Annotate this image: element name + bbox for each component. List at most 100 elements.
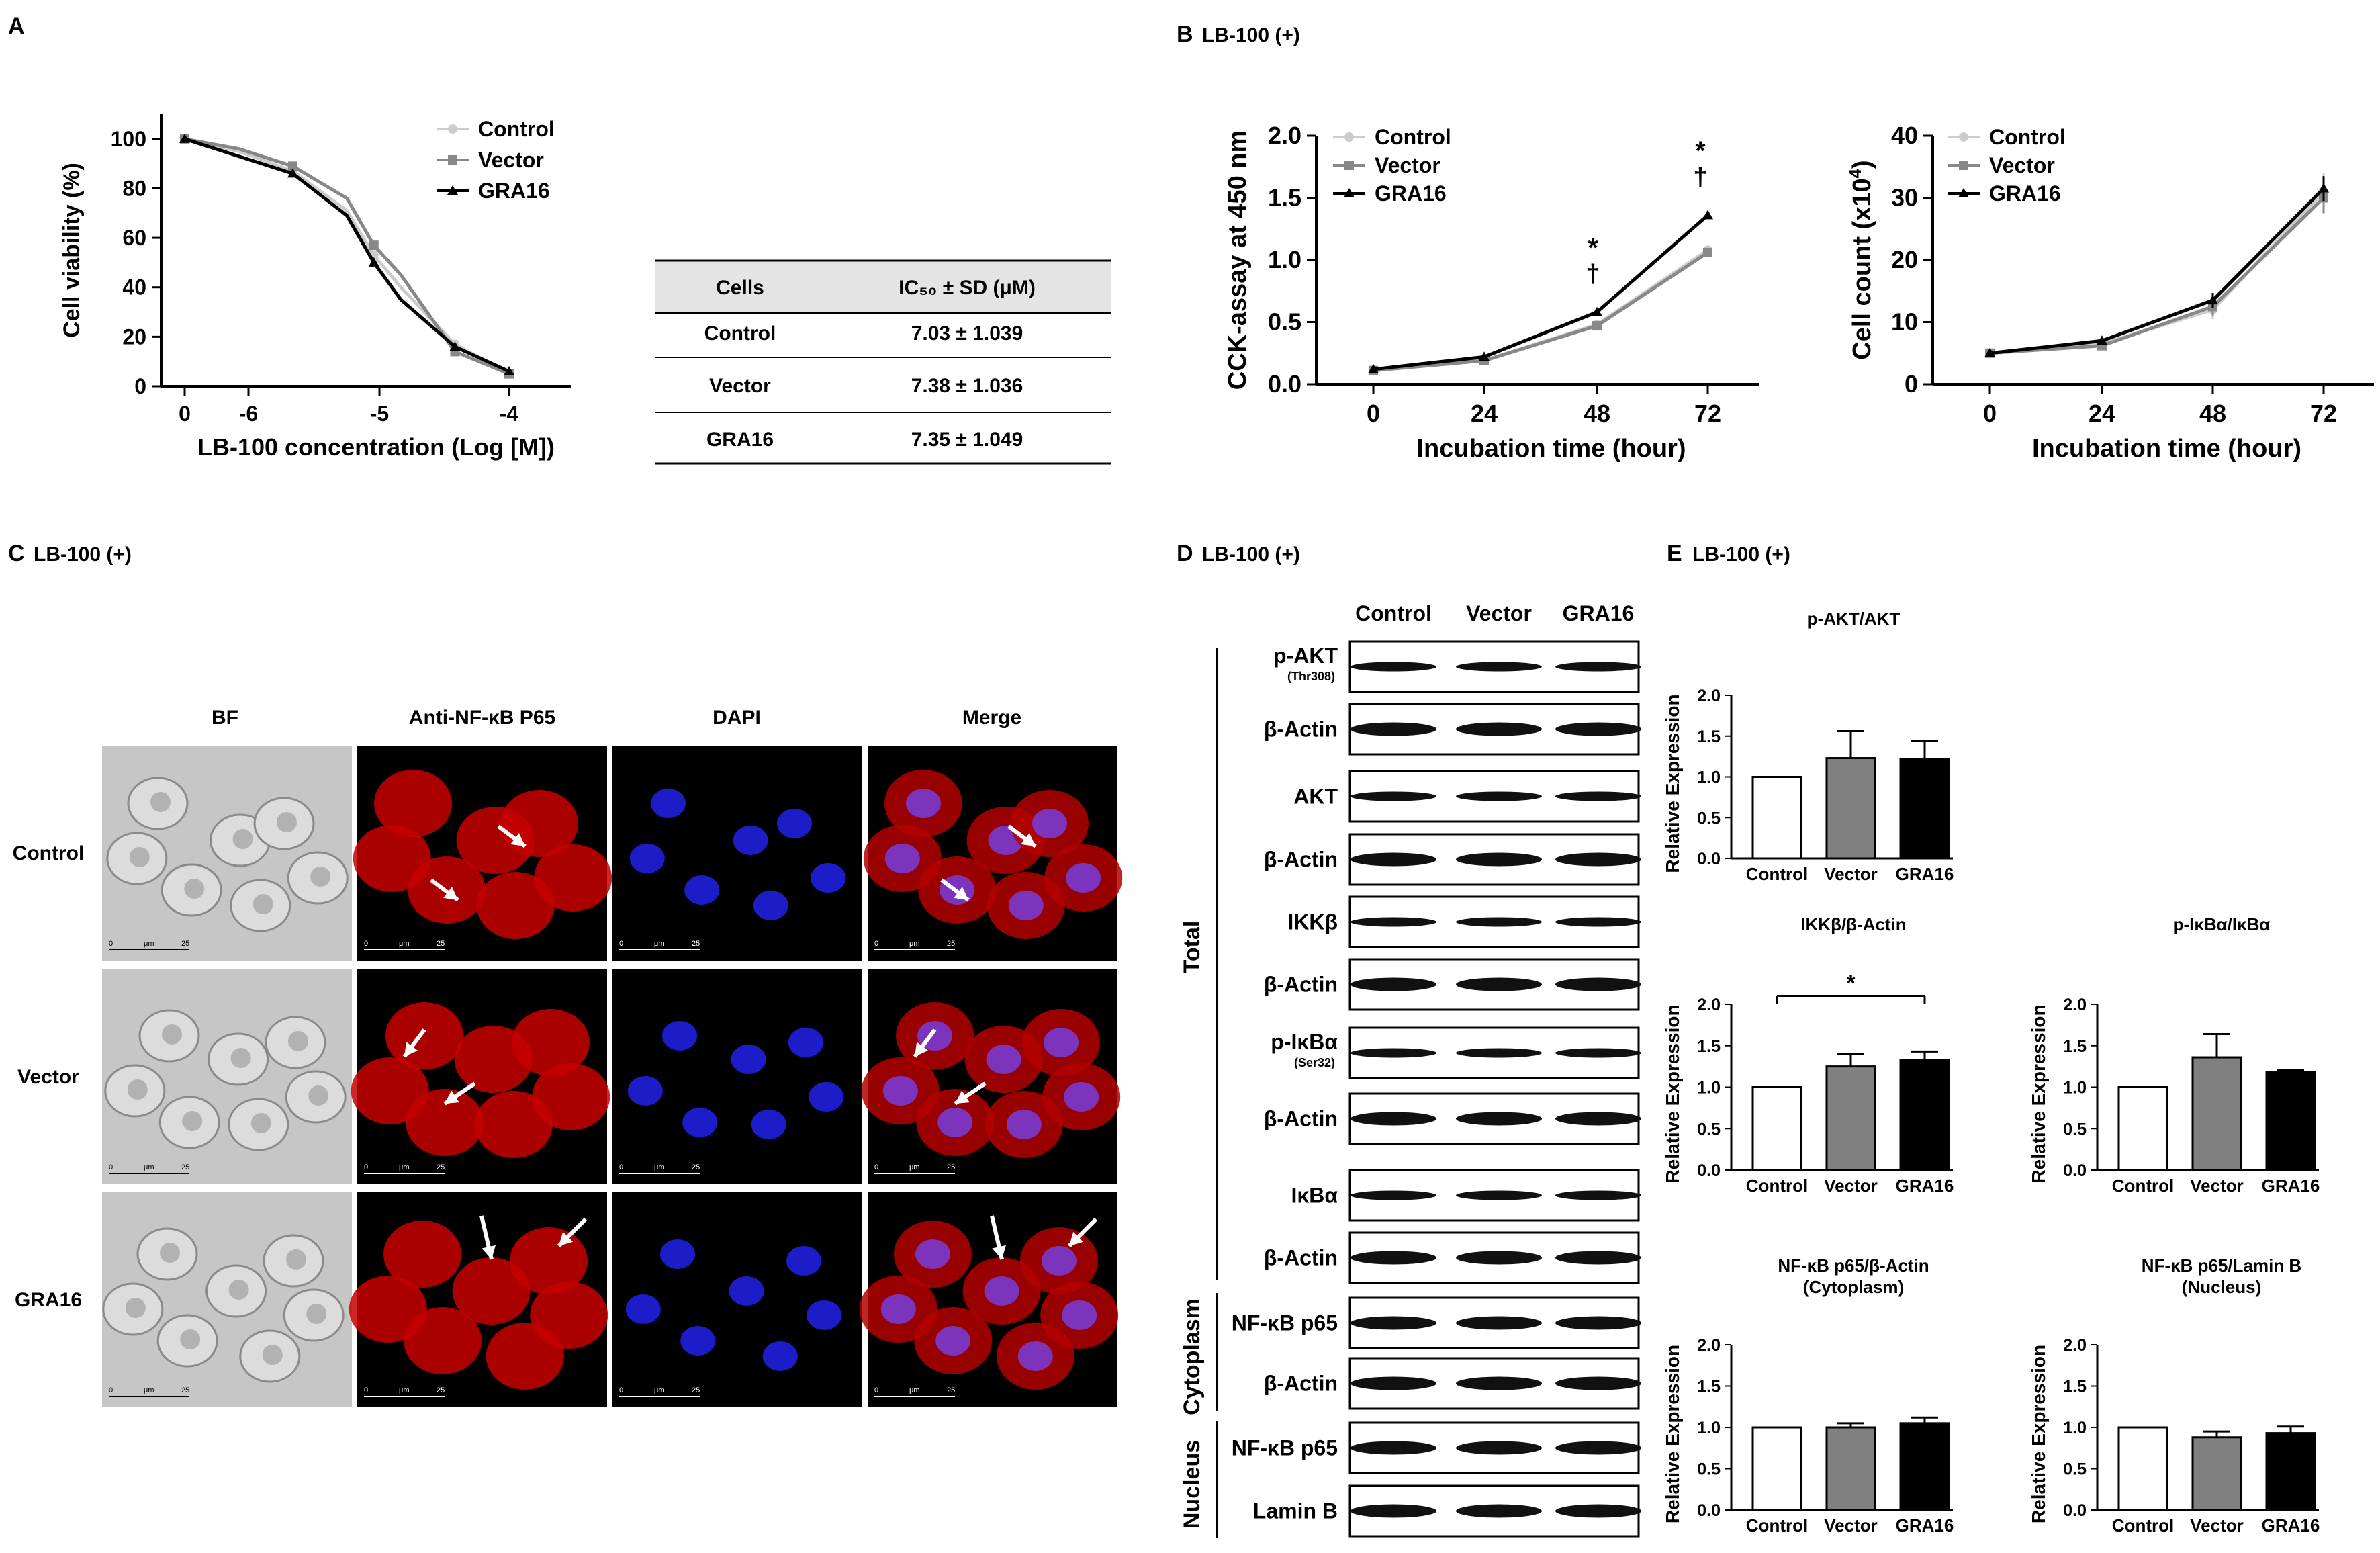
scale-label: 0 <box>619 940 623 948</box>
merge-nucleus <box>937 1108 973 1137</box>
panel-letter-a: A <box>8 13 25 39</box>
y-axis-label-exponent: 4 <box>1845 168 1865 178</box>
x-tick-label: 0 <box>1367 400 1380 427</box>
x-tick-label: Vector <box>1824 1515 1878 1536</box>
lane-label: GRA16 <box>1563 601 1635 625</box>
p65-cell <box>532 1063 610 1130</box>
arrow-head <box>510 832 525 846</box>
blot-label: β-Actin <box>1264 1107 1338 1131</box>
significance-star: * <box>1695 136 1706 166</box>
scale-label: 25 <box>947 1163 955 1171</box>
point-marker <box>1959 161 1968 170</box>
p65-cell <box>476 872 555 939</box>
scale-label: 25 <box>692 1163 700 1171</box>
merge-nucleus <box>935 1326 971 1356</box>
bf-nucleus <box>129 847 150 867</box>
y-tick-label: 40 <box>1891 122 1918 149</box>
group-label: Nucleus <box>1179 1440 1205 1529</box>
merge-nucleus <box>880 1294 916 1324</box>
point-marker <box>1984 347 1995 357</box>
point-marker <box>448 124 457 134</box>
dapi-nucleus <box>662 1021 697 1051</box>
merge-nucleus <box>1044 1028 1079 1057</box>
x-tick-label: -4 <box>500 402 519 426</box>
bar-control <box>1751 776 1802 860</box>
blot-band <box>1555 1441 1641 1455</box>
lane-label: Vector <box>1466 601 1532 625</box>
legend-label: Vector <box>1989 153 2055 177</box>
significance-star: * <box>1846 971 1856 996</box>
table-cell: Vector <box>709 375 771 397</box>
blot-band <box>1456 1048 1542 1058</box>
merge-nucleus <box>984 1276 1019 1306</box>
scale-label: 0 <box>109 1163 113 1171</box>
scale-label: μm <box>909 1163 920 1171</box>
scale-label: 0 <box>619 1163 623 1171</box>
blot-band <box>1351 1251 1436 1265</box>
blot-label: p-AKT <box>1273 644 1338 668</box>
scale-label: μm <box>144 1163 154 1171</box>
point-marker <box>449 341 461 351</box>
scale-label: μm <box>654 1386 665 1394</box>
blot-band <box>1351 662 1436 672</box>
microscopy-column-label: DAPI <box>713 707 761 729</box>
blot-band <box>1456 791 1542 801</box>
scale-label: 25 <box>437 1163 445 1171</box>
microscopy-column-label: Anti-NF-κB P65 <box>409 707 555 729</box>
microscopy-row-label: GRA16 <box>15 1289 82 1311</box>
x-tick-label: Control <box>2112 1175 2174 1196</box>
y-tick-label: 2.0 <box>1268 122 1301 149</box>
x-tick-label: GRA16 <box>1896 1175 1954 1196</box>
y-tick-label: 60 <box>122 226 146 250</box>
x-tick-label: Vector <box>2190 1515 2244 1536</box>
chart-cck-assay: 0.0 0.5 1.0 1.5 2.0 0 24 48 72 Incubation time (h… <box>1224 122 1759 463</box>
blot-label: NF-κB p65 <box>1232 1436 1338 1460</box>
blot-band <box>1456 722 1542 736</box>
chart-ikkb-actin: 0.0 0.5 1.0 1.5 2.0 Relative Expression Contro… <box>1662 914 1954 1196</box>
y-tick-label: 1.0 <box>2063 1419 2087 1437</box>
x-tick-label: 72 <box>1694 400 1721 427</box>
point-marker <box>1368 363 1379 373</box>
y-tick-label: 2.0 <box>1697 686 1721 705</box>
y-tick-label: 2.0 <box>2063 995 2087 1014</box>
blot-band <box>1555 722 1641 736</box>
chart-title: IKKβ/β-Actin <box>1800 914 1906 934</box>
scale-label: 0 <box>364 940 368 948</box>
blot-label: β-Actin <box>1264 848 1338 872</box>
arrow-head <box>1021 832 1036 846</box>
y-tick-label: 1.0 <box>1697 1079 1721 1098</box>
chart-pakt-akt: 0.0 0.5 1.0 1.5 2.0 Relative Expression Contro… <box>1662 609 1954 884</box>
legend-label: Control <box>1375 125 1451 149</box>
x-tick-label: 48 <box>1584 400 1610 427</box>
legend-label: Vector <box>1375 153 1440 177</box>
blot-band <box>1456 1504 1542 1518</box>
merge-nucleus <box>884 844 920 873</box>
x-tick-label: 0 <box>1983 400 1997 427</box>
scale-label: 0 <box>874 1163 878 1171</box>
blot-band <box>1456 1376 1542 1390</box>
x-tick-label: Vector <box>1824 1175 1878 1196</box>
blot-band <box>1456 1190 1542 1200</box>
p65-cell <box>512 1009 590 1076</box>
table-header-bg <box>655 261 1111 313</box>
blot-band <box>1351 1048 1436 1058</box>
chart-p65-cytoplasm: 0.0 0.5 1.0 1.5 2.0 Relative Expression Contro… <box>1662 1255 1954 1536</box>
y-axis-label: Cell count (x104) <box>1845 160 1876 359</box>
arrow-head <box>443 886 458 900</box>
point-marker <box>1344 132 1354 142</box>
series-line-vector <box>1989 196 2325 355</box>
scale-label: 25 <box>181 940 189 948</box>
blot-label: p-IκBα <box>1271 1030 1338 1054</box>
scale-label: μm <box>654 940 665 948</box>
blot-label: Lamin B <box>1253 1499 1338 1523</box>
merge-nucleus <box>986 1045 1021 1074</box>
point-marker <box>2207 295 2218 305</box>
scale-label: 25 <box>692 1386 700 1394</box>
blot-band <box>1351 977 1436 991</box>
y-tick-label: 100 <box>111 127 146 151</box>
series-line-vector <box>1373 251 1709 373</box>
microscopy-column-label: BF <box>212 707 238 729</box>
merge-nucleus <box>1008 891 1044 920</box>
x-tick-label: Control <box>1746 1175 1808 1196</box>
dapi-nucleus <box>807 1300 842 1330</box>
